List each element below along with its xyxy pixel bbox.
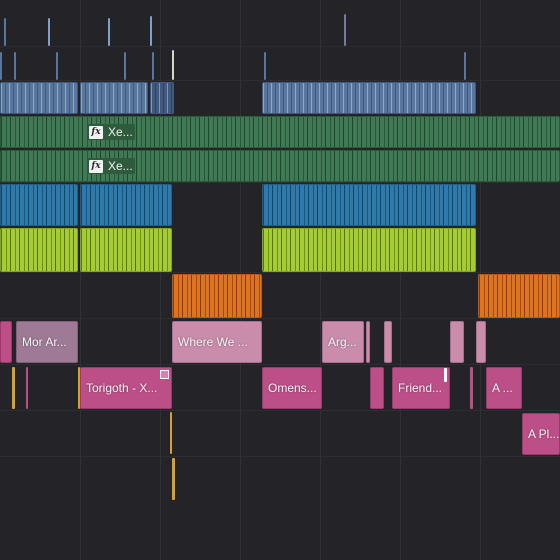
subtitle-clip[interactable] <box>476 321 486 363</box>
track-separator <box>0 456 560 457</box>
subtitle-clip[interactable] <box>366 321 370 363</box>
video-clip-sliver[interactable] <box>264 52 266 80</box>
track-separator <box>0 80 560 81</box>
video-fx-clip[interactable]: fx Xe... <box>0 116 560 148</box>
video-clip-sliver[interactable] <box>4 18 6 46</box>
audio-clip[interactable] <box>80 184 172 226</box>
subtitle-clip[interactable]: Where We ... <box>172 321 262 363</box>
subtitle-clip-label: Torigoth - X... <box>86 381 158 395</box>
subtitle-clip-label: A Pl... <box>528 427 560 441</box>
video-clip-sliver[interactable] <box>56 52 58 80</box>
timeline-grid-line <box>80 0 81 560</box>
video-clip[interactable] <box>0 82 78 114</box>
subtitle-clip-label: Where We ... <box>178 335 248 349</box>
subtitle-marker[interactable] <box>26 367 28 409</box>
fx-clip-header[interactable]: fx Xe... <box>87 158 135 174</box>
video-clip-sliver[interactable] <box>172 50 174 80</box>
subtitle-clip[interactable] <box>0 321 12 363</box>
video-clip-sliver[interactable] <box>48 18 50 46</box>
audio-clip[interactable] <box>80 228 172 272</box>
subtitle-clip[interactable] <box>384 321 392 363</box>
subtitle-clip[interactable]: Friend... <box>392 367 450 409</box>
subtitle-marker[interactable] <box>172 458 175 500</box>
track-separator <box>0 364 560 365</box>
track-separator <box>0 410 560 411</box>
subtitle-marker[interactable] <box>12 367 15 409</box>
video-clip-sliver[interactable] <box>124 52 126 80</box>
video-clip-sliver[interactable] <box>464 52 466 80</box>
timeline-grid-line <box>320 0 321 560</box>
edit-corner-icon[interactable] <box>160 370 169 379</box>
subtitle-clip-label: Friend... <box>398 381 443 395</box>
fx-icon: fx <box>89 159 103 173</box>
video-clip-sliver[interactable] <box>150 16 152 46</box>
fx-clip-label: Xe... <box>108 159 133 173</box>
subtitle-clip[interactable]: Omens... <box>262 367 322 409</box>
fx-clip-header[interactable]: fx Xe... <box>87 124 135 140</box>
subtitle-clip[interactable] <box>370 367 384 409</box>
audio-clip[interactable] <box>0 184 78 226</box>
video-clip-sliver[interactable] <box>108 18 110 46</box>
video-clip[interactable] <box>80 82 148 114</box>
fx-clip-label: Xe... <box>108 125 133 139</box>
subtitle-clip[interactable]: Arg... <box>322 321 364 363</box>
subtitle-clip[interactable]: A ... <box>486 367 522 409</box>
subtitle-clip[interactable]: A Pl... <box>522 413 560 455</box>
subtitle-clip-label: Mor Ar... <box>22 335 67 349</box>
track-separator <box>0 272 560 273</box>
audio-clip[interactable] <box>262 184 476 226</box>
audio-clip[interactable] <box>0 228 78 272</box>
video-clip-sliver[interactable] <box>0 52 2 80</box>
timeline-grid-line <box>400 0 401 560</box>
subtitle-clip-label: Arg... <box>328 335 357 349</box>
subtitle-clip[interactable]: Mor Ar... <box>16 321 78 363</box>
track-separator <box>0 182 560 183</box>
video-fx-clip[interactable]: fx Xe... <box>0 150 560 182</box>
audio-clip[interactable] <box>172 274 262 318</box>
audio-clip[interactable] <box>262 228 476 272</box>
video-clip[interactable] <box>262 82 476 114</box>
timeline-grid-line <box>160 0 161 560</box>
subtitle-clip[interactable]: Torigoth - X... <box>80 367 172 409</box>
fx-icon: fx <box>89 125 103 139</box>
track-separator <box>0 46 560 47</box>
subtitle-clip-label: Omens... <box>268 381 317 395</box>
subtitle-marker[interactable] <box>170 412 172 454</box>
video-clip-sliver[interactable] <box>14 52 16 80</box>
subtitle-clip[interactable] <box>450 321 464 363</box>
subtitle-marker[interactable] <box>444 368 447 382</box>
video-clip-sliver[interactable] <box>344 14 346 46</box>
video-clip[interactable] <box>150 82 174 114</box>
video-clip-sliver[interactable] <box>152 52 154 80</box>
audio-clip[interactable] <box>478 274 560 318</box>
subtitle-clip-label: A ... <box>492 381 513 395</box>
track-separator <box>0 318 560 319</box>
subtitle-marker[interactable] <box>78 367 80 409</box>
subtitle-marker[interactable] <box>470 367 473 409</box>
